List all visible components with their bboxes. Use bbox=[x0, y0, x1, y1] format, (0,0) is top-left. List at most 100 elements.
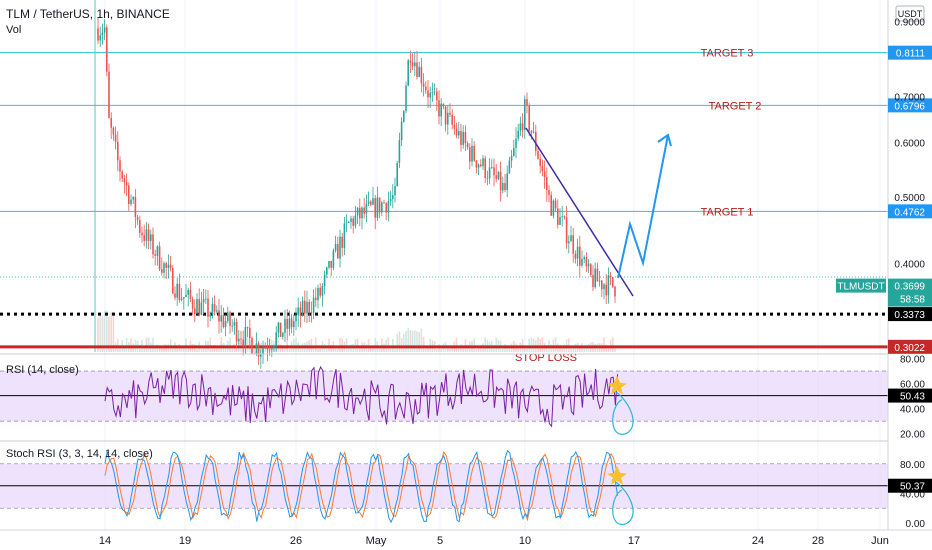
volume-bar bbox=[455, 337, 458, 352]
candle-body bbox=[218, 310, 220, 322]
candle-body bbox=[605, 284, 607, 296]
price-tick-label: 0.9000 bbox=[894, 18, 925, 29]
candle-body bbox=[411, 62, 414, 67]
candle-body bbox=[497, 171, 500, 179]
symbol-tag[interactable] bbox=[836, 278, 886, 293]
candle-body bbox=[167, 264, 170, 268]
candle-body bbox=[352, 218, 354, 226]
candle-body bbox=[286, 319, 288, 329]
rsi-line[interactable] bbox=[104, 365, 619, 428]
price-levels[interactable]: TARGET 3 TARGET 2 TARGET 1 STOP LOSS bbox=[0, 48, 888, 364]
candle-body bbox=[255, 343, 258, 354]
candle-body bbox=[521, 123, 524, 130]
stoch-k-line[interactable] bbox=[104, 449, 619, 524]
volume-bar bbox=[348, 345, 350, 352]
candle-body bbox=[398, 140, 401, 163]
volume-bar bbox=[449, 346, 451, 352]
candle-body bbox=[508, 160, 511, 174]
candle-body bbox=[403, 110, 405, 122]
symbol-tag-text: TLMUSDT bbox=[837, 282, 884, 293]
candle-body bbox=[561, 216, 563, 218]
candlesticks[interactable] bbox=[97, 17, 616, 369]
volume-bar bbox=[429, 338, 431, 352]
candle-body bbox=[343, 223, 346, 248]
volume-bar bbox=[394, 347, 396, 352]
candle-body bbox=[579, 246, 581, 266]
symbol-title[interactable]: TLM / TetherUS, 1h, BINANCE bbox=[6, 7, 170, 21]
candle-body bbox=[396, 162, 398, 186]
time-axis[interactable]: 14 19 26 May 5 10 17 24 28 Jun bbox=[99, 535, 889, 547]
candle-body bbox=[213, 304, 216, 312]
volume-bar bbox=[524, 348, 526, 352]
level-label: TARGET 1 bbox=[701, 206, 754, 218]
volume-bar bbox=[387, 337, 390, 352]
candle-body bbox=[297, 307, 299, 315]
volume-bar bbox=[546, 346, 548, 352]
candle-body bbox=[427, 90, 429, 98]
price-axis[interactable] bbox=[888, 0, 932, 530]
volume-bar bbox=[130, 338, 132, 352]
candle-body bbox=[453, 124, 456, 129]
price-tick-label: 0.4000 bbox=[894, 259, 925, 270]
volume-bar bbox=[572, 345, 574, 352]
projection-arrow[interactable] bbox=[617, 134, 669, 279]
star-marker[interactable] bbox=[607, 465, 627, 485]
volume-bar bbox=[172, 348, 174, 352]
volume-bar bbox=[125, 337, 128, 352]
volume-bar bbox=[196, 348, 198, 352]
candle-body bbox=[416, 62, 418, 77]
volume-bar bbox=[530, 337, 533, 352]
stoch-rsi-title[interactable]: Stoch RSI (3, 3, 14, 14, close) bbox=[6, 448, 153, 460]
candle-body bbox=[486, 177, 489, 179]
volume-bar bbox=[187, 347, 189, 352]
stoch-d-line[interactable] bbox=[104, 451, 619, 522]
candle-body bbox=[244, 327, 247, 346]
candle-body bbox=[121, 171, 123, 179]
candle-body bbox=[169, 264, 172, 269]
candle-body bbox=[196, 299, 198, 314]
trendline[interactable] bbox=[525, 127, 634, 297]
candle-body bbox=[273, 345, 275, 349]
candle-body bbox=[242, 339, 244, 346]
candle-body bbox=[405, 85, 407, 111]
volume-bar bbox=[97, 317, 99, 352]
annotation-loop[interactable] bbox=[611, 479, 634, 525]
candle-body bbox=[308, 301, 310, 313]
volume-bar bbox=[185, 338, 187, 352]
candle-body bbox=[431, 92, 434, 93]
indicator-tick-label: 80.00 bbox=[900, 460, 925, 471]
candle-body bbox=[535, 131, 537, 152]
candle-body bbox=[451, 114, 453, 125]
volume-bar bbox=[176, 347, 178, 352]
volume-bar bbox=[422, 336, 425, 352]
candle-body bbox=[548, 190, 550, 195]
candle-body bbox=[119, 160, 121, 172]
rsi-title[interactable]: RSI (14, close) bbox=[6, 364, 79, 376]
candle-body bbox=[539, 158, 541, 166]
countdown-timer: 58:58 bbox=[900, 295, 925, 306]
volume-bar bbox=[112, 311, 115, 352]
candle-body bbox=[493, 167, 495, 176]
candle-body bbox=[576, 246, 579, 259]
candle-body bbox=[301, 300, 304, 316]
volume-bar bbox=[218, 347, 220, 352]
price-tick-label: 0.5000 bbox=[894, 193, 925, 204]
price-level-tag bbox=[888, 307, 932, 322]
candle-body bbox=[473, 145, 475, 161]
candle-body bbox=[257, 343, 260, 357]
candle-body bbox=[376, 197, 379, 218]
price-level-tag-text: 0.3022 bbox=[894, 343, 925, 354]
volume-bar bbox=[612, 337, 614, 352]
candle-body bbox=[194, 308, 196, 314]
candle-body bbox=[249, 327, 251, 339]
star-marker[interactable] bbox=[607, 375, 627, 395]
price-level-tag-text: 0.8111 bbox=[896, 49, 926, 60]
candle-body bbox=[176, 283, 178, 298]
annotation-loop[interactable] bbox=[611, 389, 634, 435]
currency-button[interactable] bbox=[895, 5, 925, 22]
volume-label[interactable]: Vol bbox=[6, 24, 21, 36]
volume-bar bbox=[517, 348, 519, 352]
candle-body bbox=[185, 294, 187, 298]
candle-body bbox=[262, 348, 264, 355]
volume-bar bbox=[288, 348, 291, 352]
